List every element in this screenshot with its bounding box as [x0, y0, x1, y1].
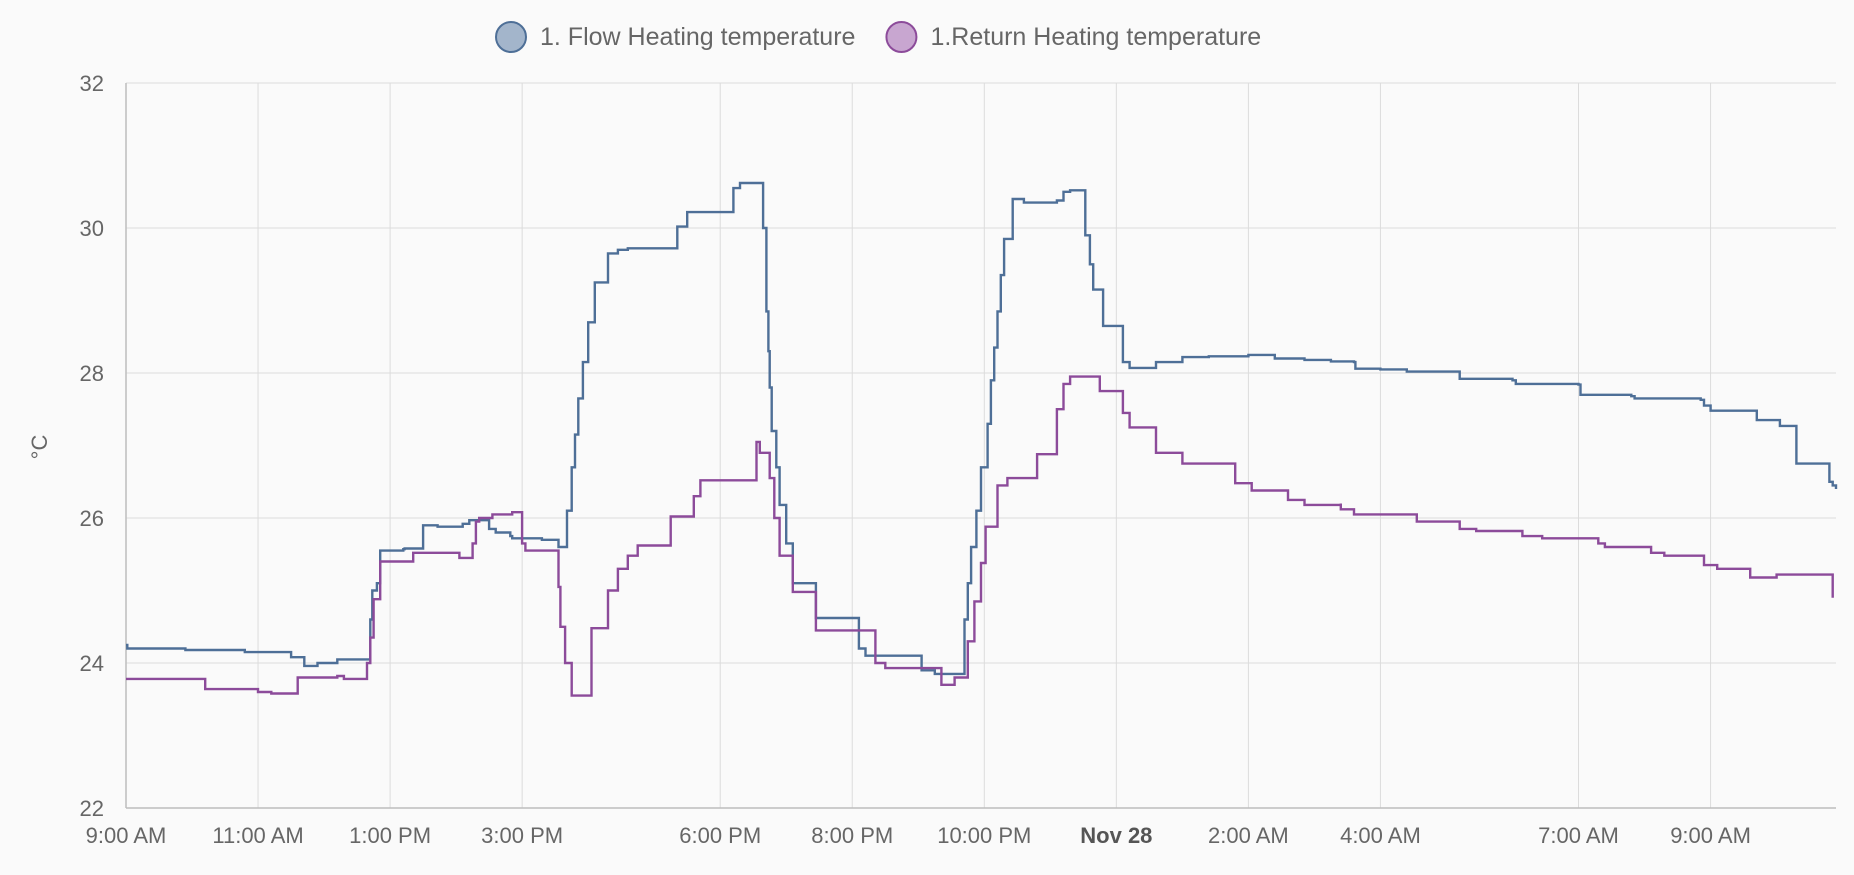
x-tick-label: 9:00 AM — [1670, 823, 1751, 848]
x-tick-label: 11:00 AM — [212, 823, 303, 848]
y-tick-label: 22 — [80, 796, 104, 821]
x-tick-label: 6:00 PM — [679, 823, 761, 848]
y-tick-label: 26 — [80, 506, 104, 531]
series-lines — [126, 181, 1838, 697]
x-tick-label: 7:00 AM — [1538, 823, 1619, 848]
series-line-1 — [126, 181, 1838, 676]
legend-item-2[interactable]: 1.Return Heating temperature — [885, 21, 1261, 53]
x-tick-label: 1:00 PM — [349, 823, 431, 848]
x-tick-label: 4:00 AM — [1340, 823, 1421, 848]
x-tick-label: 10:00 PM — [937, 823, 1031, 848]
series-line-2 — [126, 375, 1834, 697]
y-tick-label: 32 — [80, 71, 104, 96]
legend-swatch-icon — [885, 21, 918, 53]
legend-swatch-icon — [495, 21, 527, 53]
y-axis-label: °C — [27, 435, 52, 460]
legend[interactable]: 1. Flow Heating temperature 1.Return Heat… — [495, 21, 1261, 53]
legend-label: 1. Flow Heating temperature — [540, 23, 855, 51]
legend-label: 1.Return Heating temperature — [930, 23, 1261, 51]
y-tick-label: 24 — [80, 651, 104, 676]
x-tick-label: 8:00 PM — [811, 823, 893, 848]
y-tick-label: 28 — [80, 361, 104, 386]
x-tick-label: 9:00 AM — [86, 823, 167, 848]
x-tick-label: Nov 28 — [1080, 823, 1152, 848]
x-tick-label: 3:00 PM — [481, 823, 563, 848]
y-tick-label: 30 — [80, 216, 104, 241]
grid — [125, 82, 1836, 809]
x-tick-label: 2:00 AM — [1208, 823, 1289, 848]
legend-item-1[interactable]: 1. Flow Heating temperature — [495, 21, 855, 53]
axes: 22 24 26 28 30 32 9:00 AM 11:00 AM 1:00 PM 3:00 P… — [80, 71, 1836, 848]
